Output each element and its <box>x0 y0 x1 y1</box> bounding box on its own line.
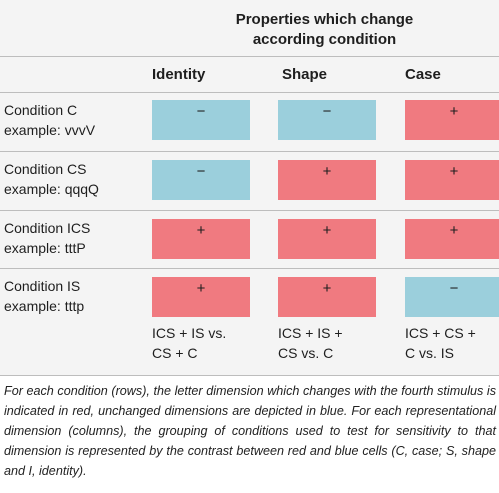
summary-case: ICS + CS + C vs. IS <box>405 323 476 363</box>
row-divider <box>0 92 499 93</box>
condition-example: example: tttp <box>4 298 85 314</box>
row-divider <box>0 210 499 211</box>
condition-name: Condition C <box>4 102 78 118</box>
table-bottom-rule <box>0 375 499 376</box>
column-group-title: Properties which change according condit… <box>150 10 499 50</box>
cell-is-case: − <box>405 277 499 317</box>
summary-line: CS + C <box>152 345 198 361</box>
column-group-title-line1: Properties which change <box>235 11 414 28</box>
column-header-identity: Identity <box>152 66 206 83</box>
cell-c-identity: − <box>152 100 250 140</box>
summary-shape: ICS + IS + CS vs. C <box>278 323 343 363</box>
cell-cs-shape: + <box>278 160 376 200</box>
cell-cs-identity: − <box>152 160 250 200</box>
condition-name: Condition CS <box>4 161 87 177</box>
cell-c-shape: − <box>278 100 376 140</box>
cell-is-shape: + <box>278 277 376 317</box>
cell-ics-case: + <box>405 219 499 259</box>
header-divider <box>0 56 499 57</box>
properties-table: Properties which change according condit… <box>0 0 499 375</box>
summary-line: CS vs. C <box>278 345 334 361</box>
summary-line: C vs. IS <box>405 345 455 361</box>
condition-example: example: vvvV <box>4 122 96 138</box>
column-header-shape: Shape <box>282 66 328 83</box>
column-group-title-line2: according condition <box>252 31 397 48</box>
row-label-condition-is: Condition IS example: tttp <box>4 276 84 316</box>
cell-is-identity: + <box>152 277 250 317</box>
table-caption: For each condition (rows), the letter di… <box>4 384 496 478</box>
condition-name: Condition IS <box>4 278 81 294</box>
condition-name: Condition ICS <box>4 220 91 236</box>
summary-line: ICS + IS + <box>278 325 343 341</box>
summary-identity: ICS + IS vs. CS + C <box>152 323 226 363</box>
row-label-condition-c: Condition C example: vvvV <box>4 100 95 140</box>
condition-example: example: qqqQ <box>4 181 99 197</box>
column-header-case: Case <box>405 66 441 83</box>
cell-ics-identity: + <box>152 219 250 259</box>
cell-c-case: + <box>405 100 499 140</box>
cell-ics-shape: + <box>278 219 376 259</box>
row-divider <box>0 151 499 152</box>
condition-example: example: tttP <box>4 240 86 256</box>
summary-line: ICS + CS + <box>405 325 476 341</box>
row-label-condition-cs: Condition CS example: qqqQ <box>4 159 99 199</box>
row-divider <box>0 268 499 269</box>
cell-cs-case: + <box>405 160 499 200</box>
row-label-condition-ics: Condition ICS example: tttP <box>4 218 90 258</box>
summary-line: ICS + IS vs. <box>152 325 227 341</box>
